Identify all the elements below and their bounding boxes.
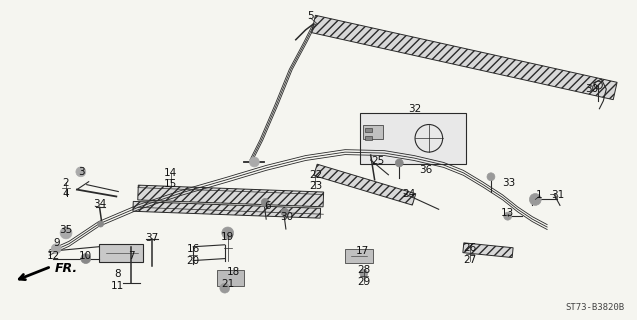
Text: 18: 18 [227,268,240,277]
Text: 8: 8 [114,269,120,279]
Text: 22: 22 [309,170,322,180]
Text: 3: 3 [78,167,85,177]
Text: 10: 10 [79,251,92,260]
Text: 35: 35 [59,225,73,235]
Bar [217,270,245,286]
Circle shape [396,159,403,167]
Circle shape [220,283,230,293]
Text: 1: 1 [536,190,543,201]
Text: 16: 16 [187,244,200,254]
Text: 24: 24 [403,188,416,198]
Circle shape [281,208,289,216]
Circle shape [81,254,90,263]
Text: 23: 23 [309,180,322,191]
Text: 34: 34 [93,199,106,209]
Circle shape [60,227,72,239]
Circle shape [51,244,61,254]
Text: 6: 6 [264,201,271,211]
Text: 9: 9 [53,238,59,248]
Text: 27: 27 [464,255,477,265]
Text: 13: 13 [501,208,514,218]
Text: FR.: FR. [55,262,78,275]
Text: 4: 4 [62,188,69,198]
Text: 30: 30 [585,84,598,94]
Circle shape [222,227,234,239]
Text: 20: 20 [187,256,200,266]
Polygon shape [314,164,416,205]
Bar [99,244,143,261]
Circle shape [504,212,512,220]
Text: 29: 29 [357,277,370,287]
Circle shape [529,194,541,205]
Text: 33: 33 [502,178,515,188]
Text: ST73-B3820B: ST73-B3820B [566,303,625,312]
Text: 11: 11 [111,281,124,291]
Text: 5: 5 [307,11,314,21]
Text: 2: 2 [62,178,69,188]
Text: 21: 21 [221,279,234,289]
Bar [365,128,371,132]
Circle shape [250,157,259,167]
Polygon shape [311,15,617,100]
Circle shape [261,198,269,206]
Circle shape [97,221,104,227]
Text: 31: 31 [552,190,564,201]
Text: 14: 14 [164,168,177,178]
Text: 19: 19 [221,232,234,242]
Text: 36: 36 [419,165,433,175]
Circle shape [360,269,368,277]
Text: 7: 7 [128,251,134,260]
Circle shape [76,167,86,177]
Text: 17: 17 [356,246,369,256]
Text: 28: 28 [357,265,370,276]
Text: 12: 12 [47,251,60,260]
Circle shape [487,173,495,181]
Text: 15: 15 [164,179,177,189]
Bar [365,136,371,140]
Polygon shape [133,201,320,218]
Text: 37: 37 [145,233,159,243]
Text: 30: 30 [280,212,294,222]
Polygon shape [138,185,324,207]
FancyBboxPatch shape [360,113,466,164]
Text: 25: 25 [371,156,384,166]
Polygon shape [463,243,513,258]
Text: 26: 26 [464,243,477,253]
Bar [345,249,373,262]
Text: 32: 32 [408,104,422,114]
Bar [363,125,382,139]
